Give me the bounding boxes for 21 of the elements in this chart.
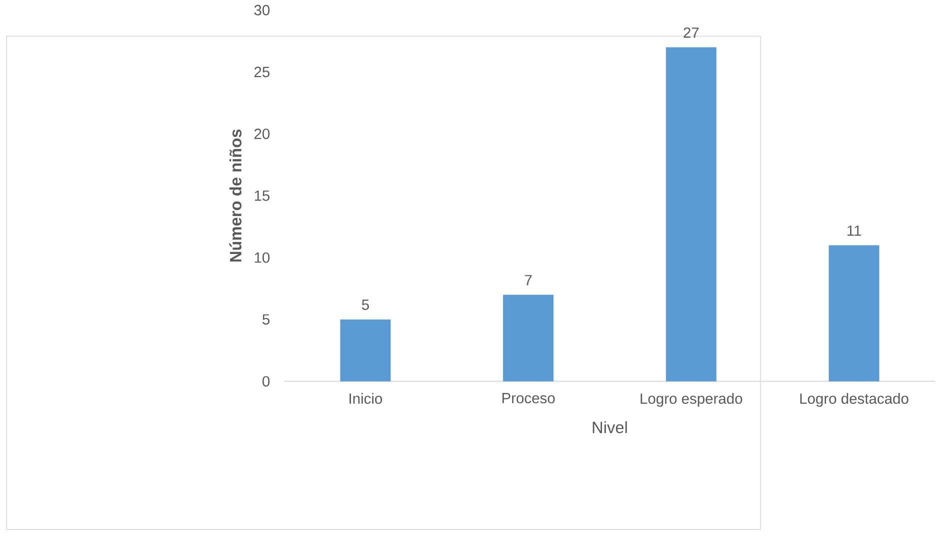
y-tick-label: 30 (254, 4, 270, 16)
x-tick-label: Logro destacado (800, 393, 908, 407)
y-axis-title: Número de niños (229, 129, 242, 262)
data-label: 7 (524, 275, 532, 286)
y-tick-label: 0 (262, 376, 270, 387)
bar (666, 47, 716, 382)
y-tick-label: 10 (254, 252, 270, 263)
bar (503, 294, 554, 382)
y-tick-label: 5 (262, 314, 270, 325)
data-label: 5 (362, 300, 369, 310)
x-axis-title: Nivel (592, 421, 627, 434)
data-label: 11 (848, 226, 861, 236)
bar (828, 245, 880, 382)
bar (340, 319, 391, 382)
y-tick-label: 20 (254, 128, 270, 140)
y-tick-label: 15 (254, 190, 270, 201)
data-label: 27 (684, 27, 699, 38)
x-tick-label: Logro esperado (640, 393, 742, 407)
y-tick-label: 25 (254, 66, 270, 78)
x-tick-label: Proceso (502, 393, 555, 404)
x-tick-label: Inicio (350, 393, 382, 404)
